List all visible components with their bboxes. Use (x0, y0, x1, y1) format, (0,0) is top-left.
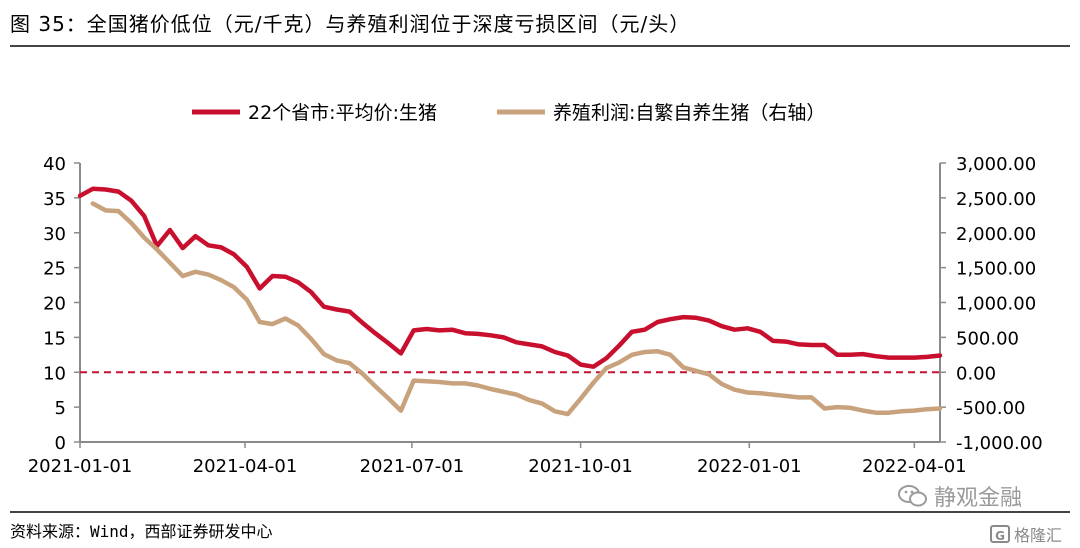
x-tick-label: 2021-01-01 (28, 456, 133, 477)
x-tick-label: 2021-10-01 (528, 456, 633, 477)
right-tick-label: 0.00 (956, 363, 996, 384)
source-note: 资料来源：Wind，西部证券研发中心 (10, 522, 273, 541)
right-tick-label: 2,000.00 (956, 224, 1036, 245)
right-tick-label: 1,500.00 (956, 259, 1036, 280)
x-tick-label: 2021-07-01 (360, 456, 465, 477)
bottom-rule (10, 511, 1070, 513)
brand-watermark: 静观金融 (898, 480, 1022, 512)
brand-watermark-text: 静观金融 (934, 486, 1023, 511)
x-tick-label: 2022-04-01 (862, 456, 967, 477)
line-chart: 22个省市:平均价:生猪 养殖利润:自繁自养生猪（右轴） 0 5 10 15 20 25 3… (28, 102, 1043, 477)
left-tick-label: 30 (43, 224, 66, 245)
left-tick-label: 35 (43, 189, 66, 210)
wechat-icon (898, 485, 927, 507)
left-tick-label: 25 (43, 259, 66, 280)
left-tick-label: 20 (43, 294, 66, 315)
series-lines (77, 186, 943, 417)
right-tick-label: 3,000.00 (956, 154, 1036, 175)
x-tick-label: 2021-04-01 (193, 456, 298, 477)
site-logo-icon: G (990, 525, 1010, 543)
series-line-pig-price (77, 186, 943, 369)
left-tick-label: 5 (55, 398, 66, 419)
right-tick-label: 500.00 (956, 328, 1019, 349)
right-tick-label: 1,000.00 (956, 294, 1036, 315)
site-watermark: G 格隆汇 (990, 522, 1062, 546)
site-watermark-text: 格隆汇 (1014, 526, 1063, 545)
legend-label-profit: 养殖利润:自繁自养生猪（右轴） (553, 102, 825, 124)
legend-label-price: 22个省市:平均价:生猪 (248, 102, 437, 124)
right-tick-label: -500.00 (956, 398, 1025, 419)
series-line-breeding-profit (90, 201, 943, 417)
right-tick-label: 2,500.00 (956, 189, 1036, 210)
left-tick-label: 10 (43, 363, 66, 384)
chart-legend: 22个省市:平均价:生猪 养殖利润:自繁自养生猪（右轴） (192, 102, 825, 124)
left-tick-label: 40 (43, 154, 66, 175)
top-rule (10, 45, 1070, 47)
figure-title: 图 35：全国猪价低位（元/千克）与养殖利润位于深度亏损区间（元/头） (10, 12, 691, 36)
left-tick-label: 15 (43, 328, 66, 349)
x-tick-label: 2022-01-01 (697, 456, 802, 477)
left-tick-label: 0 (55, 433, 66, 454)
chart-axes: 0 5 10 15 20 25 30 35 40 -1,000.00 -500.00 0.00 500.… (28, 154, 1043, 477)
right-tick-label: -1,000.00 (956, 433, 1043, 454)
